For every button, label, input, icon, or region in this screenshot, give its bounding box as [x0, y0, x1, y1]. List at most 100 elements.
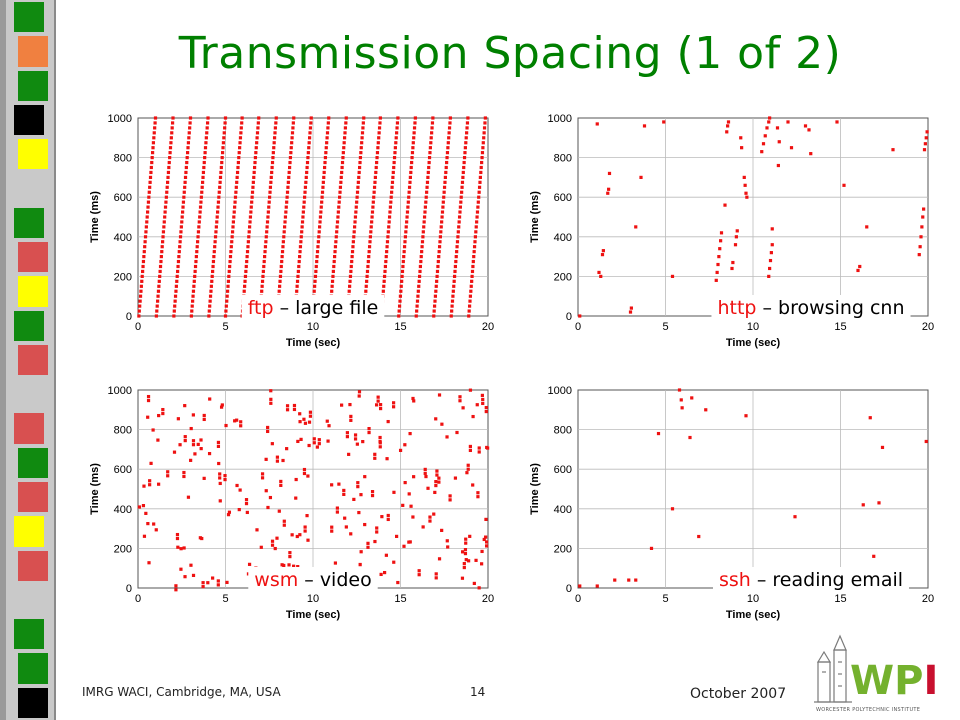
data-point — [148, 483, 152, 487]
data-point — [161, 235, 165, 239]
data-point — [434, 483, 438, 488]
data-point — [145, 220, 149, 224]
data-point — [349, 414, 353, 419]
data-point — [481, 146, 485, 150]
data-point — [198, 215, 202, 219]
data-point — [335, 506, 339, 510]
data-point — [174, 289, 178, 293]
data-point — [460, 576, 465, 580]
data-point — [146, 398, 151, 403]
data-point — [442, 190, 446, 194]
data-point — [355, 195, 359, 199]
data-point — [483, 121, 487, 125]
data-point — [412, 399, 416, 403]
data-point — [422, 215, 427, 219]
data-point — [470, 274, 474, 278]
data-point — [600, 253, 605, 257]
data-point — [252, 165, 257, 170]
data-point — [344, 121, 348, 125]
data-point — [408, 540, 412, 544]
data-point — [476, 205, 480, 209]
data-point — [387, 220, 391, 224]
data-point — [285, 200, 289, 204]
data-point — [189, 314, 193, 318]
data-point — [196, 235, 200, 239]
data-point — [454, 255, 458, 259]
data-point — [219, 165, 223, 170]
data-point — [342, 492, 346, 496]
data-point — [280, 250, 285, 254]
data-point — [374, 170, 378, 175]
data-point — [166, 175, 170, 179]
data-point — [181, 200, 186, 204]
data-point — [347, 289, 351, 293]
data-point — [264, 489, 268, 493]
data-point — [279, 483, 283, 487]
data-point — [149, 170, 153, 175]
data-point — [441, 205, 445, 209]
data-point — [144, 225, 148, 229]
data-point — [165, 180, 170, 184]
data-point — [420, 240, 425, 244]
data-point — [595, 122, 599, 126]
data-point — [387, 225, 391, 229]
data-point — [924, 439, 928, 444]
data-point — [338, 190, 342, 194]
data-point — [222, 136, 226, 140]
data-point — [470, 269, 475, 274]
data-point — [450, 309, 454, 313]
data-point — [443, 175, 447, 179]
data-point — [153, 126, 157, 130]
caption-text: ftp – large file — [248, 297, 379, 319]
data-point — [433, 490, 437, 495]
data-point — [137, 309, 141, 313]
data-point — [468, 299, 472, 303]
data-point — [434, 417, 438, 421]
data-point — [367, 430, 371, 435]
data-point — [325, 419, 329, 423]
data-point — [152, 522, 156, 526]
data-point — [161, 411, 165, 416]
data-point — [477, 446, 481, 450]
data-point — [332, 259, 336, 264]
data-point — [458, 395, 462, 399]
data-point — [365, 279, 369, 283]
data-point — [400, 279, 404, 283]
x-tick-label: 15 — [394, 321, 406, 333]
data-point — [767, 120, 771, 124]
data-point — [670, 507, 675, 511]
data-point — [175, 274, 179, 278]
data-point — [247, 230, 251, 234]
left-bar-segment — [18, 139, 48, 170]
data-point — [216, 200, 221, 204]
data-point — [334, 235, 338, 239]
data-point — [302, 417, 306, 421]
data-point — [473, 235, 477, 239]
data-point — [357, 170, 361, 175]
data-point — [212, 250, 216, 254]
data-point — [273, 131, 277, 135]
data-point — [206, 581, 210, 585]
data-point — [457, 220, 461, 224]
data-point — [807, 128, 811, 132]
data-point — [480, 393, 484, 397]
data-point — [183, 180, 187, 184]
data-point — [211, 576, 215, 580]
data-point — [209, 289, 213, 293]
data-point — [190, 304, 194, 308]
left-bar-segment — [18, 276, 48, 307]
data-point — [305, 514, 309, 518]
data-point — [372, 190, 376, 194]
data-point — [203, 146, 208, 150]
data-point — [472, 250, 476, 254]
data-point — [144, 511, 148, 515]
data-point — [232, 210, 236, 214]
data-point — [160, 250, 164, 254]
data-point — [744, 414, 748, 418]
data-point — [290, 141, 294, 145]
data-point — [463, 146, 467, 150]
data-point — [216, 579, 220, 583]
data-point — [210, 274, 214, 278]
data-point — [260, 476, 265, 480]
data-point — [342, 146, 346, 150]
